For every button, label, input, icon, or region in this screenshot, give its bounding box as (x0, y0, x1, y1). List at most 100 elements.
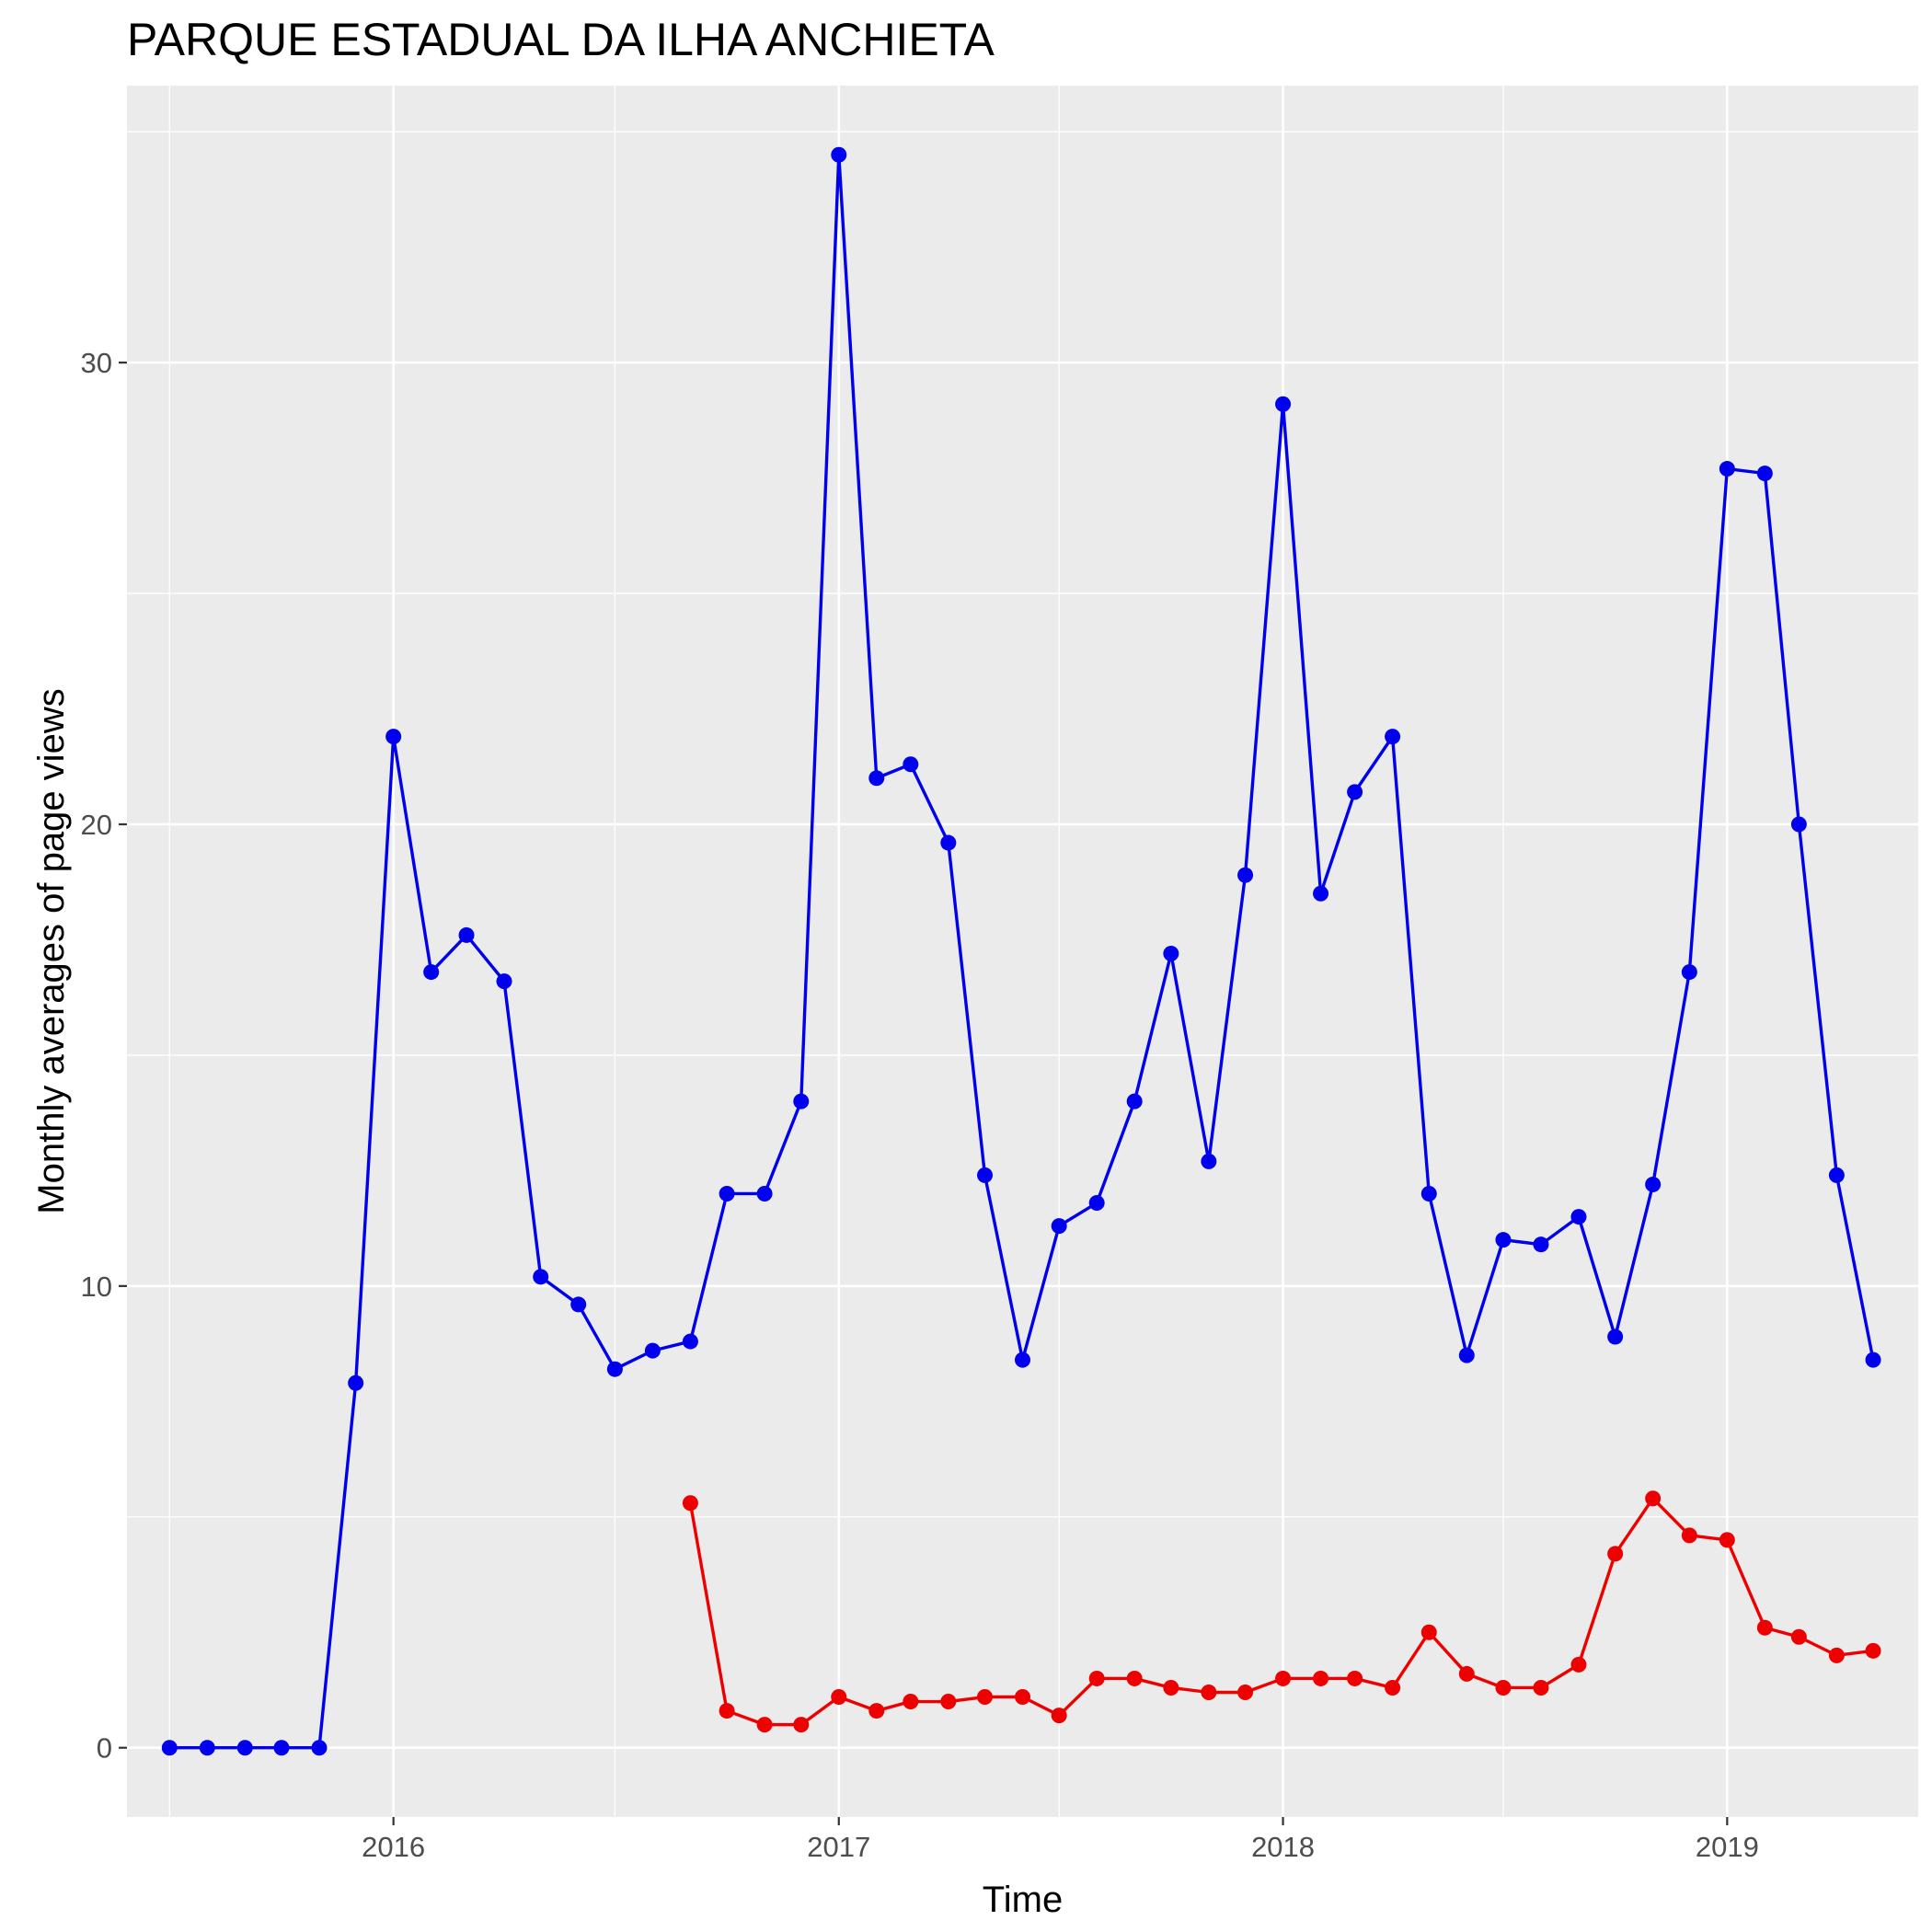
data-point (976, 1167, 993, 1183)
data-point (1051, 1708, 1067, 1724)
tick-labels: 0 10 20 30 2016 2017 2018 2019 (81, 347, 1759, 1863)
y-tick-label: 30 (81, 347, 112, 379)
data-point (533, 1269, 549, 1285)
data-point (311, 1740, 328, 1756)
data-point (1865, 1351, 1881, 1368)
data-point (1495, 1679, 1512, 1696)
plot-panel (127, 86, 1918, 1817)
data-point (570, 1296, 587, 1313)
data-point (831, 1689, 847, 1706)
x-tick-label: 2016 (362, 1831, 425, 1863)
data-point (1458, 1665, 1475, 1682)
data-point (1201, 1153, 1217, 1169)
data-point (1201, 1684, 1217, 1700)
data-point (1790, 1628, 1807, 1645)
data-point (1607, 1546, 1624, 1562)
y-tick-label: 20 (81, 809, 112, 841)
axis-ticks (119, 362, 1729, 1825)
series-1 (161, 146, 1881, 1756)
data-point (1088, 1195, 1105, 1212)
data-point (1237, 1684, 1254, 1700)
data-point (1385, 729, 1401, 745)
data-point (1275, 1670, 1292, 1686)
x-tick-label: 2018 (1251, 1831, 1315, 1863)
data-point (1015, 1351, 1030, 1368)
data-point (903, 756, 919, 773)
data-point (1828, 1167, 1845, 1183)
data-point (1163, 946, 1179, 962)
y-tick-label: 10 (81, 1271, 112, 1303)
x-tick-label: 2017 (807, 1831, 870, 1863)
data-point (868, 1703, 885, 1719)
data-point (940, 1694, 957, 1710)
data-point (903, 1694, 919, 1710)
data-point (831, 146, 847, 163)
data-point (682, 1333, 698, 1350)
data-point (719, 1703, 735, 1719)
data-point (940, 834, 957, 851)
data-point (1719, 1532, 1735, 1548)
data-point (1756, 466, 1773, 482)
data-point (1237, 867, 1254, 883)
data-point (273, 1740, 290, 1756)
data-point (1570, 1209, 1587, 1225)
data-point (793, 1093, 810, 1110)
data-point (1275, 396, 1292, 412)
data-point (348, 1374, 364, 1391)
x-tick-label: 2019 (1696, 1831, 1759, 1863)
data-point (1570, 1656, 1587, 1673)
data-point (1051, 1218, 1067, 1235)
data-point (1533, 1679, 1549, 1696)
series-layer (161, 146, 1881, 1756)
data-point (236, 1740, 253, 1756)
data-point (1088, 1670, 1105, 1686)
data-point (1645, 1176, 1662, 1192)
data-point (1790, 816, 1807, 833)
data-point (1126, 1670, 1143, 1686)
data-point (423, 964, 440, 981)
data-point (1313, 1670, 1329, 1686)
data-point (1385, 1679, 1401, 1696)
data-point (606, 1361, 623, 1377)
data-point (1495, 1232, 1512, 1248)
data-point (793, 1717, 810, 1733)
data-point (1756, 1619, 1773, 1636)
data-point (756, 1185, 773, 1202)
data-point (1015, 1689, 1030, 1706)
y-tick-label: 0 (97, 1732, 112, 1765)
data-point (199, 1740, 215, 1756)
data-point (1828, 1647, 1845, 1663)
data-point (644, 1342, 661, 1359)
data-point (1458, 1347, 1475, 1363)
data-point (1420, 1624, 1437, 1640)
data-point (1420, 1185, 1437, 1202)
data-point (682, 1495, 698, 1512)
data-point (385, 729, 402, 745)
data-point (458, 926, 475, 943)
data-point (1681, 1527, 1697, 1544)
y-axis-title: Monthly averages of page views (31, 688, 72, 1213)
data-point (1163, 1679, 1179, 1696)
series-2 (682, 1490, 1881, 1733)
data-point (1865, 1642, 1881, 1659)
data-point (496, 973, 512, 990)
data-point (1347, 1670, 1363, 1686)
data-point (1126, 1093, 1143, 1110)
chart-title: PARQUE ESTADUAL DA ILHA ANCHIETA (127, 14, 995, 65)
minor-gridlines (127, 86, 1918, 1817)
data-point (1347, 784, 1363, 800)
data-point (756, 1717, 773, 1733)
major-gridlines (127, 86, 1918, 1817)
data-point (1681, 964, 1697, 981)
data-point (1607, 1328, 1624, 1345)
data-point (1645, 1490, 1662, 1507)
data-point (1719, 461, 1735, 477)
x-axis-title: Time (983, 1880, 1063, 1920)
data-point (976, 1689, 993, 1706)
data-point (868, 770, 885, 787)
data-point (1313, 885, 1329, 902)
data-point (161, 1740, 178, 1756)
data-point (1533, 1236, 1549, 1253)
data-point (719, 1185, 735, 1202)
